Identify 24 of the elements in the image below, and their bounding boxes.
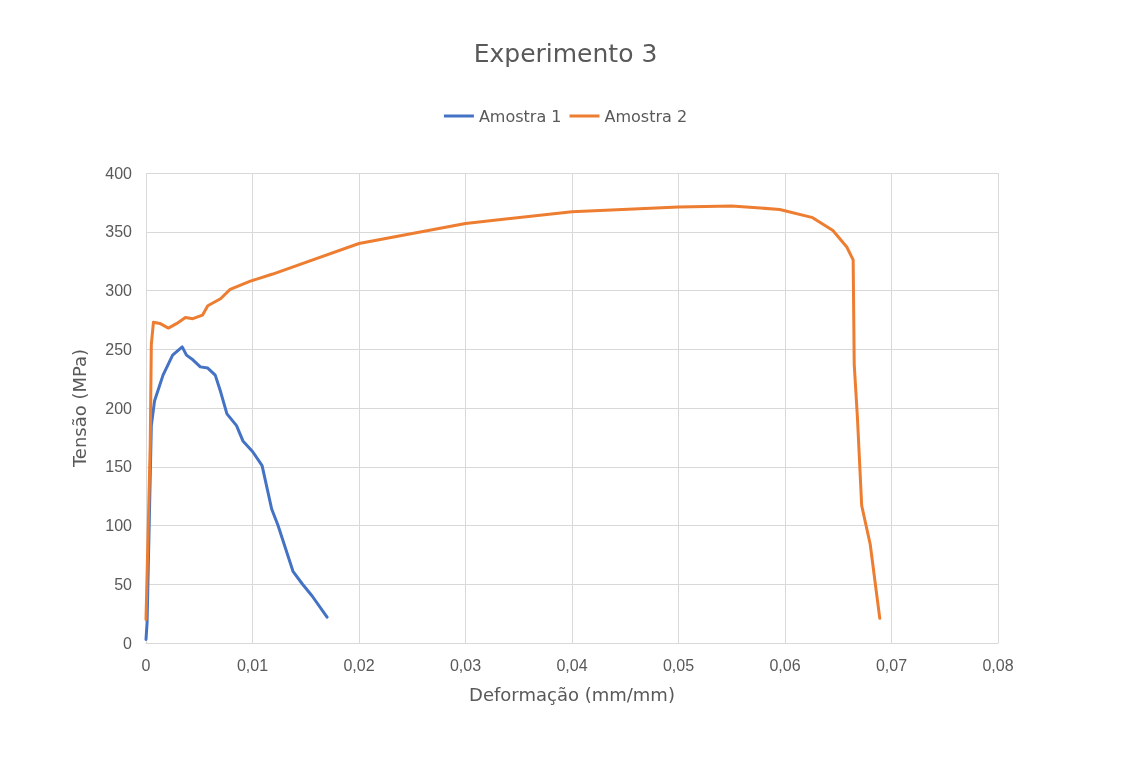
x-tick-label: 0,08 xyxy=(982,656,1014,674)
x-tick-label: 0,05 xyxy=(662,656,695,674)
x-tick-label: 0 xyxy=(141,656,151,674)
x-tick-label: 0,06 xyxy=(769,656,801,674)
y-tick-label: 400 xyxy=(105,164,133,182)
x-tick-label: 0,01 xyxy=(236,656,269,674)
x-tick-label: 0,02 xyxy=(343,656,375,674)
x-tick-label: 0,07 xyxy=(875,656,908,674)
x-tick-label: 0,04 xyxy=(556,656,588,674)
y-tick-label: 150 xyxy=(105,458,133,476)
y-tick-label: 350 xyxy=(105,223,133,241)
x-axis-title: Deformação (mm/mm) xyxy=(469,683,675,705)
y-tick-label: 50 xyxy=(114,575,133,593)
y-tick-label: 100 xyxy=(105,517,133,534)
y-tick-label: 200 xyxy=(105,399,133,417)
x-tick-label: 0,03 xyxy=(449,656,482,674)
chart-title: Experimento 3 xyxy=(473,39,658,68)
legend-label: Amostra 1 xyxy=(478,106,562,126)
line-series xyxy=(144,204,882,621)
legend-label: Amostra 2 xyxy=(604,106,688,126)
y-axis-title: Tensão (MPa) xyxy=(68,348,90,469)
y-tick-label: 250 xyxy=(105,340,133,358)
y-tick-label: 300 xyxy=(105,282,133,299)
y-tick-label: 0 xyxy=(123,634,133,652)
